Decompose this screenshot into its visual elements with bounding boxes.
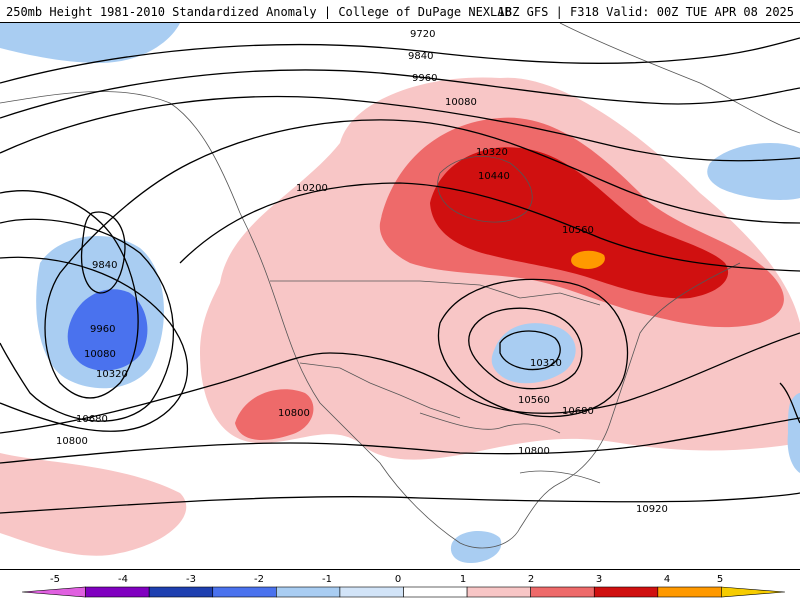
contour-label: 9960 xyxy=(90,324,115,335)
contour-line xyxy=(499,330,561,371)
contour-line xyxy=(0,95,800,162)
contour-label: 10320 xyxy=(476,147,508,158)
contour-label: 9840 xyxy=(408,51,433,62)
extreme-anomaly-spot xyxy=(571,250,605,269)
contour-line xyxy=(0,417,800,464)
us-mexico-border xyxy=(299,362,461,419)
anomaly-colorbar: -5 -4 -3 -2 -1 0 1 2 3 4 5 xyxy=(0,572,800,600)
negative-anomaly-nw xyxy=(0,23,180,63)
map-title: 250mb Height 1981-2010 Standardized Anom… xyxy=(6,5,512,19)
height-contours xyxy=(0,37,800,514)
negative-anomaly-caribbean xyxy=(450,531,502,563)
map-canvas: 9720 9840 9960 10080 10320 10440 10560 1… xyxy=(0,23,800,563)
hudson-bay xyxy=(437,156,533,223)
colorbar-segment xyxy=(85,586,150,598)
contour-label: 10800 xyxy=(278,408,310,419)
contour-line xyxy=(80,211,126,294)
contour-label: 9840 xyxy=(92,260,117,271)
contour-labels: 9720 9840 9960 10080 10320 10440 10560 1… xyxy=(56,29,668,515)
colorbar-segment xyxy=(212,586,277,598)
contour-label: 10440 xyxy=(478,171,510,182)
weather-map: 9720 9840 9960 10080 10320 10440 10560 1… xyxy=(0,22,800,570)
colorbar-segment xyxy=(339,586,404,598)
contour-line xyxy=(179,182,800,272)
contour-label: 10800 xyxy=(518,446,550,457)
contour-label: 9960 xyxy=(412,73,437,84)
colorbar-tick: -1 xyxy=(322,574,332,585)
contour-line xyxy=(0,492,800,514)
contour-line xyxy=(0,332,800,434)
contour-label: 10320 xyxy=(530,358,562,369)
contour-label: 10920 xyxy=(636,504,668,515)
strong-negative-anomaly-west xyxy=(67,289,148,371)
colorbar-ticks: -5 -4 -3 -2 -1 0 1 2 3 4 5 xyxy=(0,572,800,586)
colorbar-segment xyxy=(530,586,595,598)
anomaly-shading xyxy=(0,23,800,563)
colorbar-strip xyxy=(21,586,786,598)
cuba xyxy=(519,470,601,484)
colorbar-tick: 5 xyxy=(716,574,724,585)
contour-line xyxy=(779,382,800,424)
colorbar-tick: -2 xyxy=(254,574,264,585)
contour-label: 10560 xyxy=(518,395,550,406)
colorbar-tick: -3 xyxy=(186,574,196,585)
map-header: 250mb Height 1981-2010 Standardized Anom… xyxy=(0,0,800,22)
contour-label: 10080 xyxy=(445,97,477,108)
colorbar-tick: 0 xyxy=(394,574,402,585)
contour-line xyxy=(437,278,629,418)
contour-line xyxy=(0,256,189,432)
contour-label: 10680 xyxy=(562,406,594,417)
negative-anomaly-atlantic xyxy=(787,393,800,473)
negative-anomaly-ne xyxy=(707,143,800,200)
colorbar-tick: -5 xyxy=(50,574,60,585)
contour-line xyxy=(0,69,800,119)
colorbar-segment xyxy=(466,586,531,598)
contour-label: 10680 xyxy=(76,414,108,425)
geography-lines xyxy=(0,23,800,549)
colorbar-segment xyxy=(21,586,86,598)
contour-line xyxy=(468,307,583,390)
colorbar-segment xyxy=(721,586,786,598)
colorbar-tick: 4 xyxy=(663,574,671,585)
strong-anomaly-area xyxy=(430,147,729,299)
contour-label: 9720 xyxy=(410,29,435,40)
colorbar-segment xyxy=(593,586,659,598)
greenland-coast xyxy=(559,23,800,134)
colorbar-segment xyxy=(403,586,468,598)
colorbar-segment xyxy=(148,586,214,598)
contour-line xyxy=(0,37,800,84)
colorbar-tick: 1 xyxy=(459,574,467,585)
moderate-anomaly-area-pac xyxy=(235,389,314,440)
colorbar-tick: 3 xyxy=(595,574,603,585)
colorbar-tick: -4 xyxy=(118,574,128,585)
contour-label: 10200 xyxy=(296,183,328,194)
contour-label: 10800 xyxy=(56,436,88,447)
gulf-coast xyxy=(419,412,561,434)
colorbar-tick: 2 xyxy=(527,574,535,585)
usa-canada-border xyxy=(270,280,601,306)
contour-label: 10080 xyxy=(84,349,116,360)
run-info: 18Z GFS | F318 Valid: 00Z TUE APR 08 202… xyxy=(497,5,794,19)
contour-line xyxy=(0,218,175,422)
contour-label: 10560 xyxy=(562,225,594,236)
colorbar-segments xyxy=(21,586,786,598)
contour-line xyxy=(0,119,800,399)
colorbar-segment xyxy=(657,586,722,598)
north-america-coast xyxy=(0,91,741,549)
positive-anomaly-area-sw xyxy=(0,453,187,556)
contour-label: 10320 xyxy=(96,369,128,380)
colorbar-segment xyxy=(276,586,341,598)
